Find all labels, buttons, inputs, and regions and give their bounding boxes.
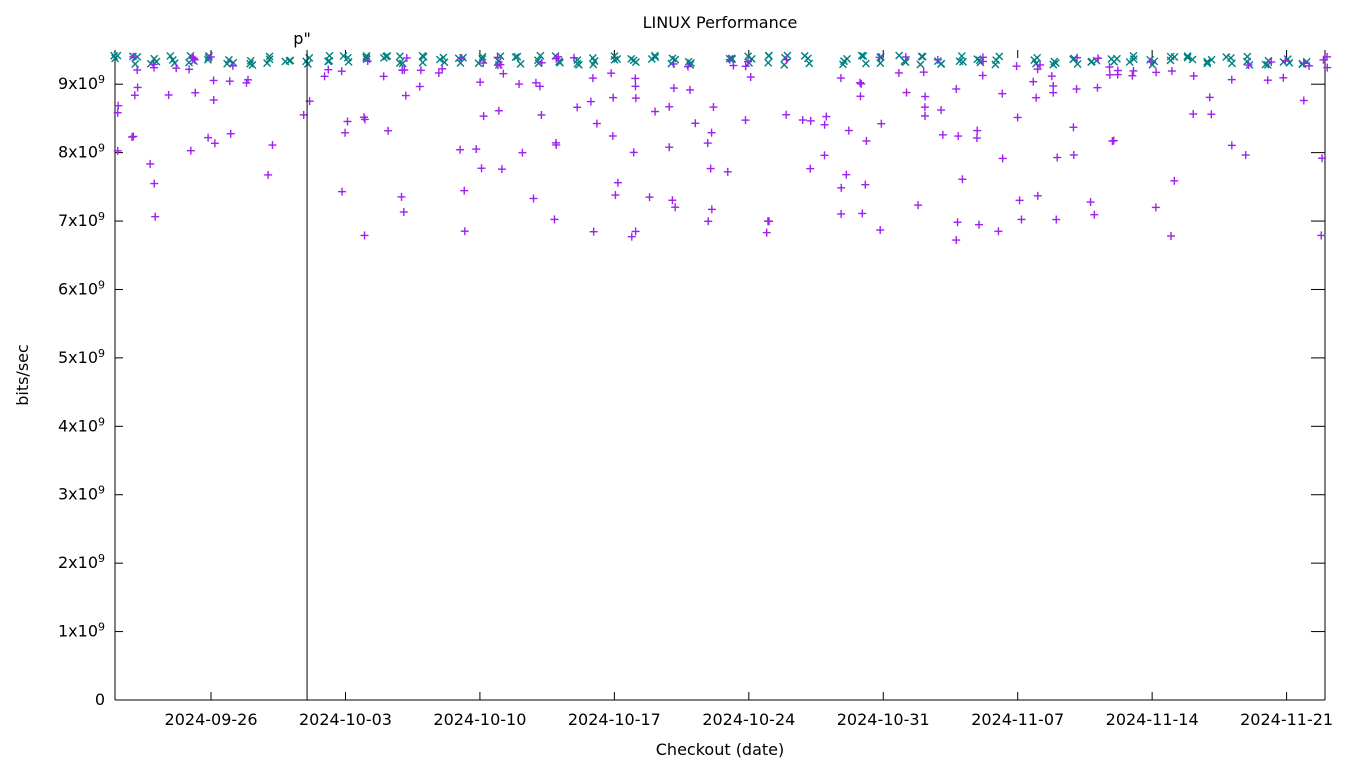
x-tick-label: 2024-10-10 xyxy=(433,710,526,729)
annotation-label: p" xyxy=(293,29,311,48)
y-tick-label: 9x109 xyxy=(58,73,105,94)
y-tick-label: 8x109 xyxy=(58,141,105,162)
x-tick-label: 2024-10-24 xyxy=(702,710,795,729)
x-tick-label: 2024-11-07 xyxy=(971,710,1064,729)
x-tick-label: 2024-10-17 xyxy=(568,710,661,729)
y-axis-label: bits/sec xyxy=(13,344,32,406)
x-axis-label: Checkout (date) xyxy=(656,740,785,759)
x-tick-label: 2024-10-03 xyxy=(299,710,392,729)
x-tick-label: 2024-09-26 xyxy=(165,710,258,729)
chart-container: 0 1x109 2x109 3x109 4x109 5x109 6x109 7x… xyxy=(0,0,1360,768)
y-tick-label: 2x109 xyxy=(58,552,105,573)
scatter-chart-svg: 0 1x109 2x109 3x109 4x109 5x109 6x109 7x… xyxy=(0,0,1360,768)
y-tick-label: 0 xyxy=(95,690,105,709)
y-tick-label: 3x109 xyxy=(58,483,105,504)
x-tick-label: 2024-10-31 xyxy=(837,710,930,729)
y-tick-label: 6x109 xyxy=(58,278,105,299)
chart-title: LINUX Performance xyxy=(643,13,798,32)
x-tick-label: 2024-11-21 xyxy=(1240,710,1333,729)
y-tick-label: 7x109 xyxy=(58,210,105,231)
y-tick-label: 4x109 xyxy=(58,415,105,436)
x-tick-label: 2024-11-14 xyxy=(1106,710,1199,729)
y-tick-label: 1x109 xyxy=(58,620,105,641)
y-tick-label: 5x109 xyxy=(58,346,105,367)
